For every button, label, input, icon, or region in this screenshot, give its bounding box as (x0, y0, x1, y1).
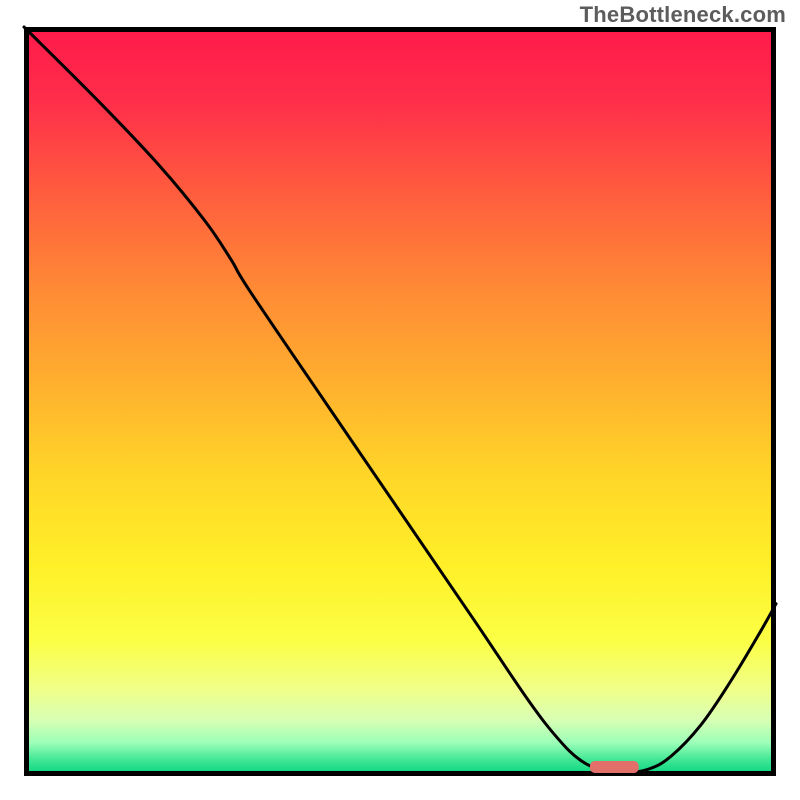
chart-container: TheBottleneck.com (0, 0, 800, 800)
optimal-marker (590, 761, 639, 773)
frame-right (771, 27, 776, 776)
watermark-text: TheBottleneck.com (580, 2, 786, 28)
bottleneck-chart (0, 0, 800, 800)
frame-bottom (24, 771, 776, 776)
frame-left (24, 27, 29, 776)
